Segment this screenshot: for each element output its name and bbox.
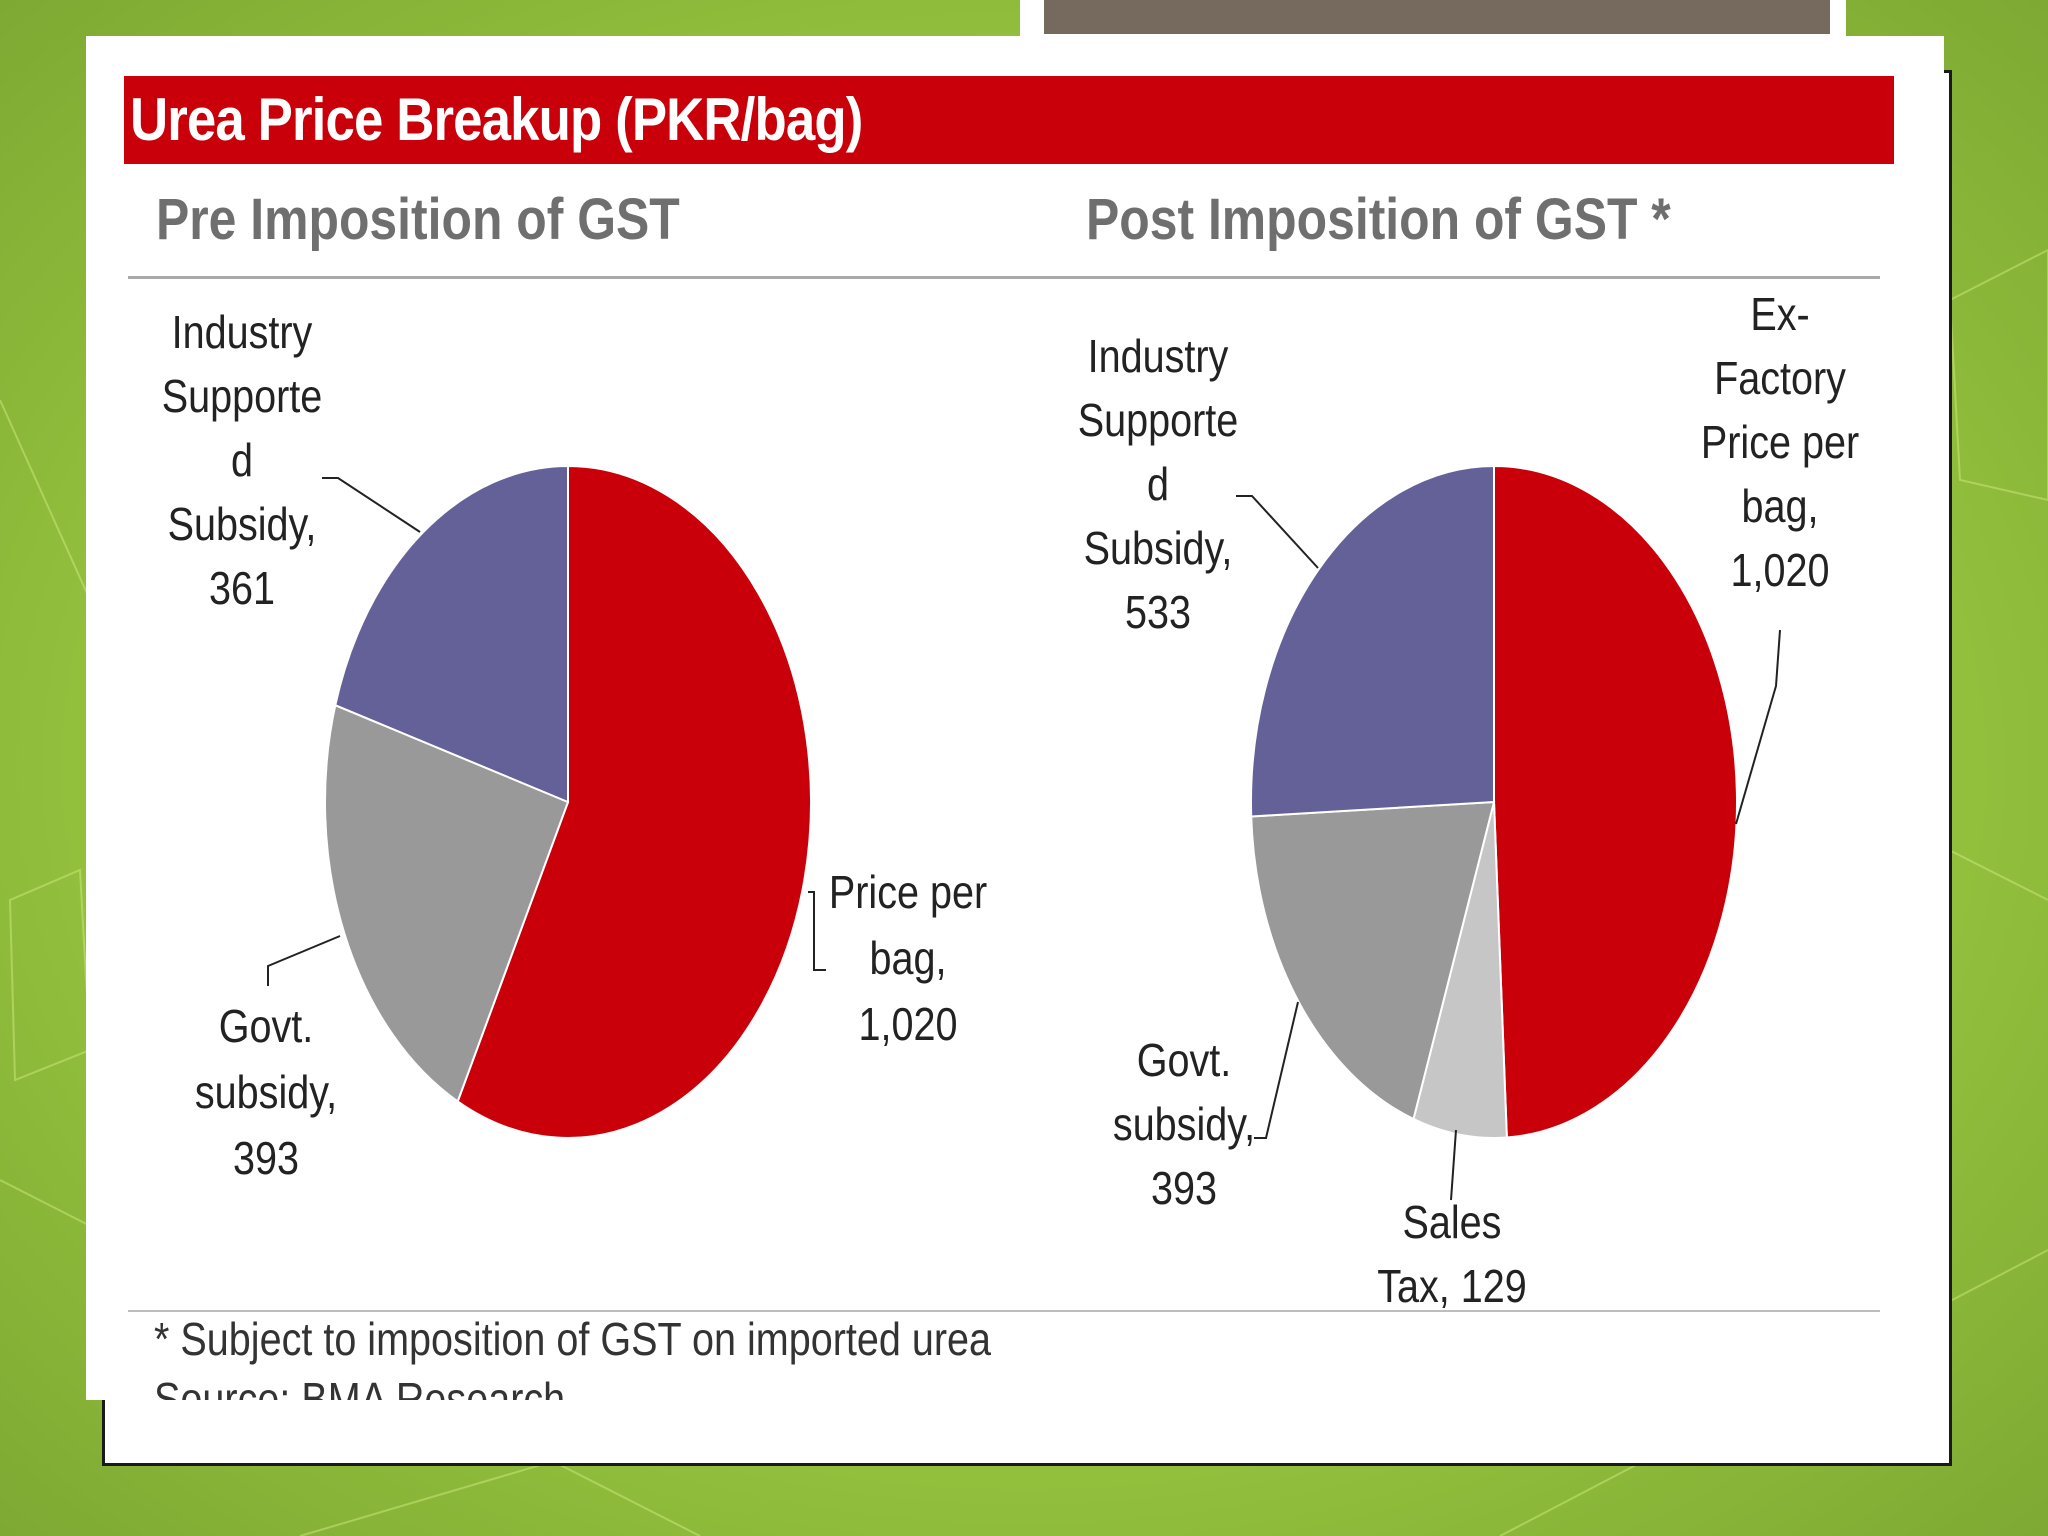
pre-gst-title: Pre Imposition of GST — [156, 187, 680, 252]
pie-charts: Price per bag, 1,020 Govt. subsidy, 393 Indust… — [162, 289, 1859, 1312]
label-leader-line — [1254, 1001, 1299, 1139]
post-gst-title: Post Imposition of GST * — [1086, 187, 1671, 252]
footer-rule — [128, 1310, 1880, 1312]
label-leader-line — [1450, 1129, 1457, 1201]
title-bar — [124, 76, 1894, 164]
pie-slice — [1493, 464, 1738, 1139]
pie-slice — [1250, 800, 1496, 1121]
slice-data-label: Industry — [172, 307, 313, 358]
slice-data-label: 393 — [233, 1133, 299, 1184]
label-leader-line — [322, 477, 421, 533]
pie-slice — [334, 464, 569, 804]
source-note: Source: BMA Research — [154, 1373, 566, 1400]
top-bar — [1040, 0, 1834, 34]
pie-slice — [324, 703, 570, 1103]
pie-slice — [1250, 464, 1495, 818]
slice-data-label: Supporte — [1078, 395, 1239, 446]
slice-data-label: Price per — [829, 867, 987, 918]
slice-data-label: 393 — [1151, 1163, 1217, 1214]
label-leader-line — [1735, 629, 1781, 825]
slice-data-label: 361 — [209, 563, 275, 614]
label-leader-line — [1236, 495, 1319, 569]
slice-data-label: 533 — [1125, 587, 1191, 638]
label-leader-line — [808, 891, 826, 971]
slice-data-label: Govt. — [219, 1001, 314, 1052]
slice-data-label: 1,020 — [1731, 545, 1830, 596]
bg-line — [0, 399, 91, 601]
slice-data-label: bag, — [1742, 481, 1819, 532]
pie-slice — [456, 464, 812, 1139]
slide-title: Urea Price Breakup (PKR/bag) — [130, 86, 863, 153]
slice-data-label: Ex- — [1750, 289, 1809, 340]
slice-data-label: Subsidy, — [1084, 523, 1233, 574]
bg-shape — [1948, 248, 2048, 502]
header-rule — [128, 276, 1880, 279]
slice-data-label: Supporte — [162, 371, 323, 422]
slice-data-label: subsidy, — [1113, 1099, 1255, 1150]
label-leader-line — [267, 935, 341, 986]
slice-data-label: Price per — [1701, 417, 1859, 468]
slice-data-label: subsidy, — [195, 1067, 337, 1118]
slice-data-label: 1,020 — [859, 999, 958, 1050]
pie-slice — [1412, 801, 1508, 1139]
bg-shape — [8, 868, 92, 1082]
slice-data-label: Factory — [1714, 353, 1846, 404]
slice-data-label: bag, — [870, 933, 947, 984]
slice-data-label: Tax, 129 — [1377, 1261, 1527, 1312]
slice-data-label: d — [231, 435, 253, 486]
slice-data-label: d — [1147, 459, 1169, 510]
slide-content: Urea Price Breakup (PKR/bag) Pre Imposit… — [86, 36, 1944, 1400]
slice-data-label: Govt. — [1137, 1035, 1232, 1086]
slice-data-label: Subsidy, — [168, 499, 317, 550]
footnote: * Subject to imposition of GST on import… — [154, 1313, 992, 1365]
slice-data-label: Industry — [1088, 331, 1229, 382]
slice-data-label: Sales — [1403, 1197, 1502, 1248]
